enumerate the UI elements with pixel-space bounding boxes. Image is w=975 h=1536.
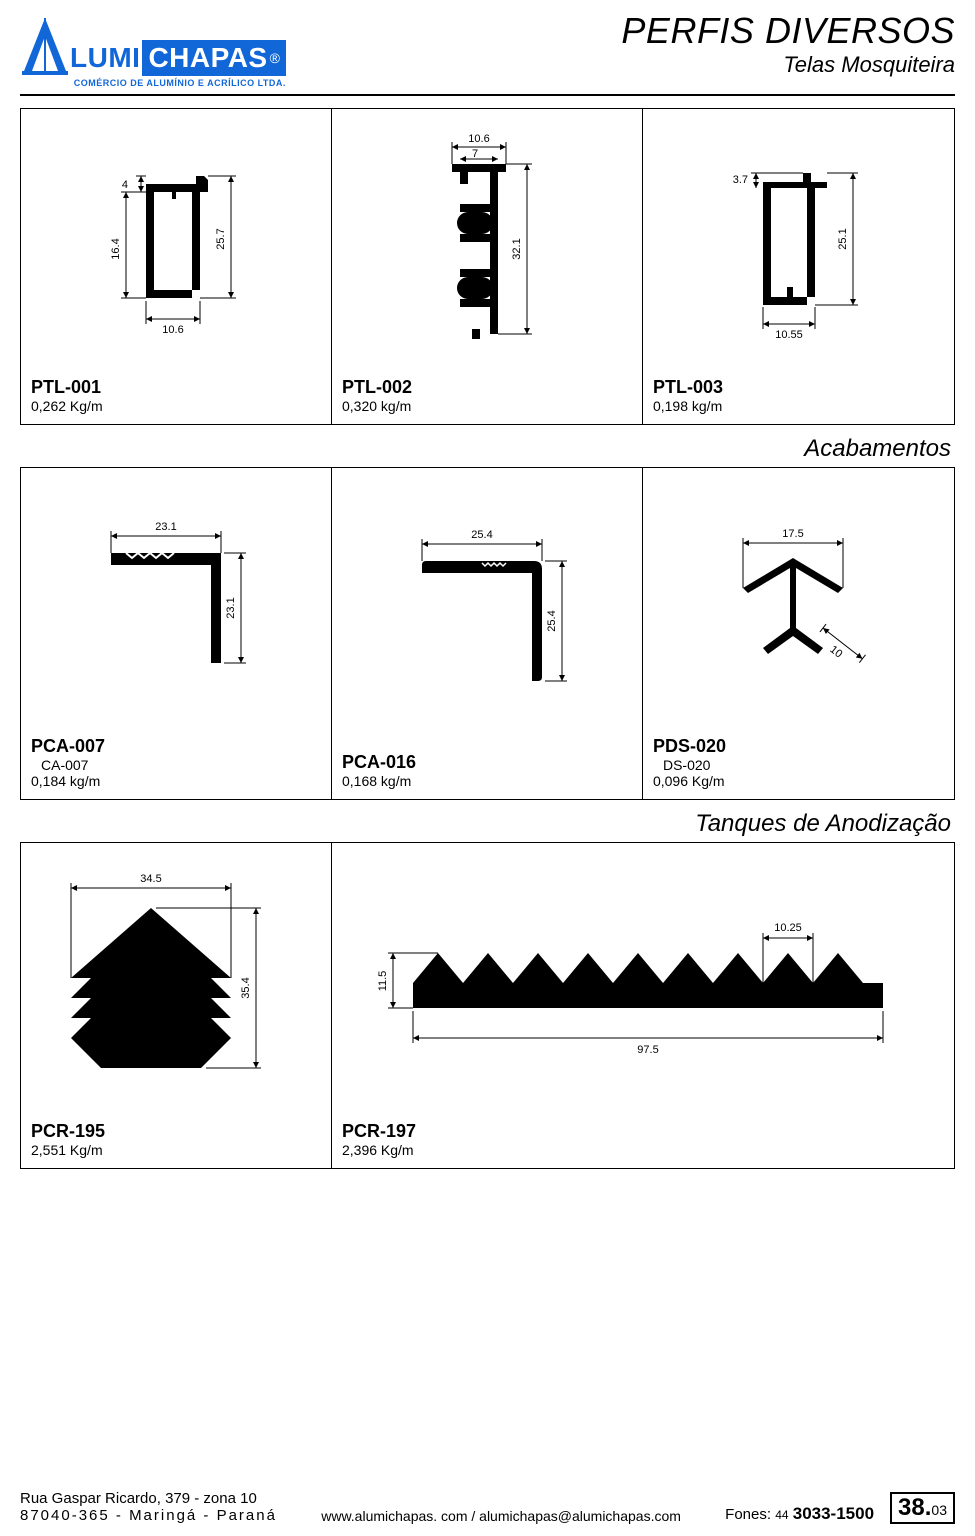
- wt-ptl-001: 0,262 Kg/m: [31, 398, 321, 414]
- cell-ptl-003: 3.7 25.1 10.55: [643, 109, 954, 424]
- dim-ptl001-h2: 25.7: [215, 228, 227, 249]
- dim-ptl003-h: 25.1: [837, 228, 849, 249]
- row-1: 4 16.4 25.7: [20, 108, 955, 425]
- wt-pca-007: 0,184 kg/m: [31, 773, 321, 789]
- wt-ptl-003: 0,198 kg/m: [653, 398, 944, 414]
- logo: LUMI CHAPAS ® COMÉRCIO DE ALUMÍNIO E ACR…: [20, 16, 286, 88]
- dim-pca007-h: 23.1: [225, 597, 237, 618]
- cell-pds-020: 17.5 10 PDS-020 DS-020 0,096 Kg/m: [643, 468, 954, 799]
- drawing-ptl-002: 10.6 7 32.1: [397, 129, 577, 359]
- cell-pcr-195: 34.5 35.4 PCR-195 2,551 Kg/m: [21, 843, 332, 1168]
- row-2: 23.1 23.1 PCA-007 CA-007 0,184 kg/m: [20, 467, 955, 800]
- logo-chapas-text: CHAPAS: [148, 42, 267, 74]
- dim-ptl002-w1: 10.6: [468, 133, 489, 145]
- cell-pca-007: 23.1 23.1 PCA-007 CA-007 0,184 kg/m: [21, 468, 332, 799]
- title-block: PERFIS DIVERSOS Telas Mosquiteira: [621, 10, 955, 78]
- dim-ptl002-h: 32.1: [511, 238, 523, 259]
- footer-addr1: Rua Gaspar Ricardo, 379 - zona 10: [20, 1490, 277, 1507]
- cell-ptl-001: 4 16.4 25.7: [21, 109, 332, 424]
- dim-pca016-w: 25.4: [471, 529, 492, 541]
- page-subtitle: Telas Mosquiteira: [621, 52, 955, 78]
- footer-fone-dd: 44: [775, 1508, 788, 1522]
- page-sm: 03: [931, 1502, 947, 1518]
- drawing-pca-016: 25.4 25.4: [387, 506, 587, 716]
- drawing-ptl-003: 3.7 25.1 10.55: [708, 129, 888, 359]
- footer-addr2: 87040-365 - Maringá - Paraná: [20, 1507, 277, 1524]
- row-3: 34.5 35.4 PCR-195 2,551 Kg/m: [20, 842, 955, 1169]
- wt-pcr-197: 2,396 Kg/m: [342, 1142, 944, 1158]
- code-ptl-003: PTL-003: [653, 377, 944, 398]
- code-pcr-197: PCR-197: [342, 1121, 944, 1142]
- wt-pca-016: 0,168 kg/m: [342, 773, 632, 789]
- dim-pds020-w: 17.5: [783, 528, 804, 540]
- drawing-pds-020: 17.5 10: [698, 498, 898, 708]
- footer-phone-block: Fones: 44 3033-1500: [725, 1504, 874, 1524]
- drawing-ptl-001: 4 16.4 25.7: [86, 129, 266, 359]
- code-pcr-195: PCR-195: [31, 1121, 321, 1142]
- wt-ptl-002: 0,320 kg/m: [342, 398, 632, 414]
- header: LUMI CHAPAS ® COMÉRCIO DE ALUMÍNIO E ACR…: [20, 10, 955, 88]
- code-ptl-002: PTL-002: [342, 377, 632, 398]
- dim-ptl001-top: 4: [122, 179, 128, 191]
- section-acabamentos: Acabamentos: [24, 435, 951, 463]
- page-big: 38.: [898, 1494, 931, 1521]
- logo-subtitle: COMÉRCIO DE ALUMÍNIO E ACRÍLICO LTDA.: [20, 78, 286, 88]
- dim-ptl003-w: 10.55: [776, 329, 804, 341]
- cell-ptl-002: 10.6 7 32.1: [332, 109, 643, 424]
- section-tanques: Tanques de Anodização: [24, 810, 951, 838]
- dim-pcr197-w: 97.5: [637, 1044, 658, 1056]
- dim-pcr197-h: 11.5: [377, 971, 389, 992]
- dim-pca016-h: 25.4: [546, 610, 558, 631]
- footer: Rua Gaspar Ricardo, 379 - zona 10 87040-…: [20, 1490, 955, 1524]
- code-pds-020: PDS-020: [653, 736, 944, 757]
- code-ptl-001: PTL-001: [31, 377, 321, 398]
- alt-pca-007: CA-007: [41, 757, 321, 773]
- wt-pds-020: 0,096 Kg/m: [653, 773, 944, 789]
- drawing-pca-007: 23.1 23.1: [76, 498, 276, 708]
- drawing-pcr-197: 10.25 11.5 97.5: [363, 853, 923, 1113]
- code-pca-007: PCA-007: [31, 736, 321, 757]
- footer-address: Rua Gaspar Ricardo, 379 - zona 10 87040-…: [20, 1490, 277, 1524]
- logo-a-icon: [20, 16, 70, 76]
- page-number: 38.03: [890, 1492, 955, 1524]
- dim-ptl003-top: 3.7: [733, 174, 748, 186]
- footer-web: www.alumichapas. com / alumichapas@alumi…: [321, 1508, 681, 1524]
- alt-pds-020: DS-020: [663, 757, 944, 773]
- dim-pds020-d: 10: [828, 644, 845, 661]
- cell-pca-016: 25.4 25.4 PCA-016 0,168 kg/m: [332, 468, 643, 799]
- dim-ptl001-w: 10.6: [162, 324, 183, 336]
- logo-reg: ®: [270, 50, 280, 66]
- footer-fone-label: Fones:: [725, 1506, 771, 1523]
- code-pca-016: PCA-016: [342, 752, 632, 773]
- cell-pcr-197: 10.25 11.5 97.5: [332, 843, 954, 1168]
- dim-pcr195-h: 35.4: [240, 977, 252, 998]
- footer-fone: 3033-1500: [793, 1504, 874, 1523]
- dim-ptl001-h1: 16.4: [110, 238, 122, 259]
- page-title: PERFIS DIVERSOS: [621, 10, 955, 52]
- wt-pcr-195: 2,551 Kg/m: [31, 1142, 321, 1158]
- dim-ptl002-w2: 7: [472, 148, 478, 160]
- dim-pcr197-tooth: 10.25: [774, 922, 802, 934]
- dim-pca007-w: 23.1: [155, 521, 176, 533]
- drawing-pcr-195: 34.5 35.4: [46, 853, 306, 1113]
- divider: [20, 94, 955, 96]
- logo-lumi-text: LUMI: [70, 42, 140, 74]
- dim-pcr195-w: 34.5: [140, 873, 161, 885]
